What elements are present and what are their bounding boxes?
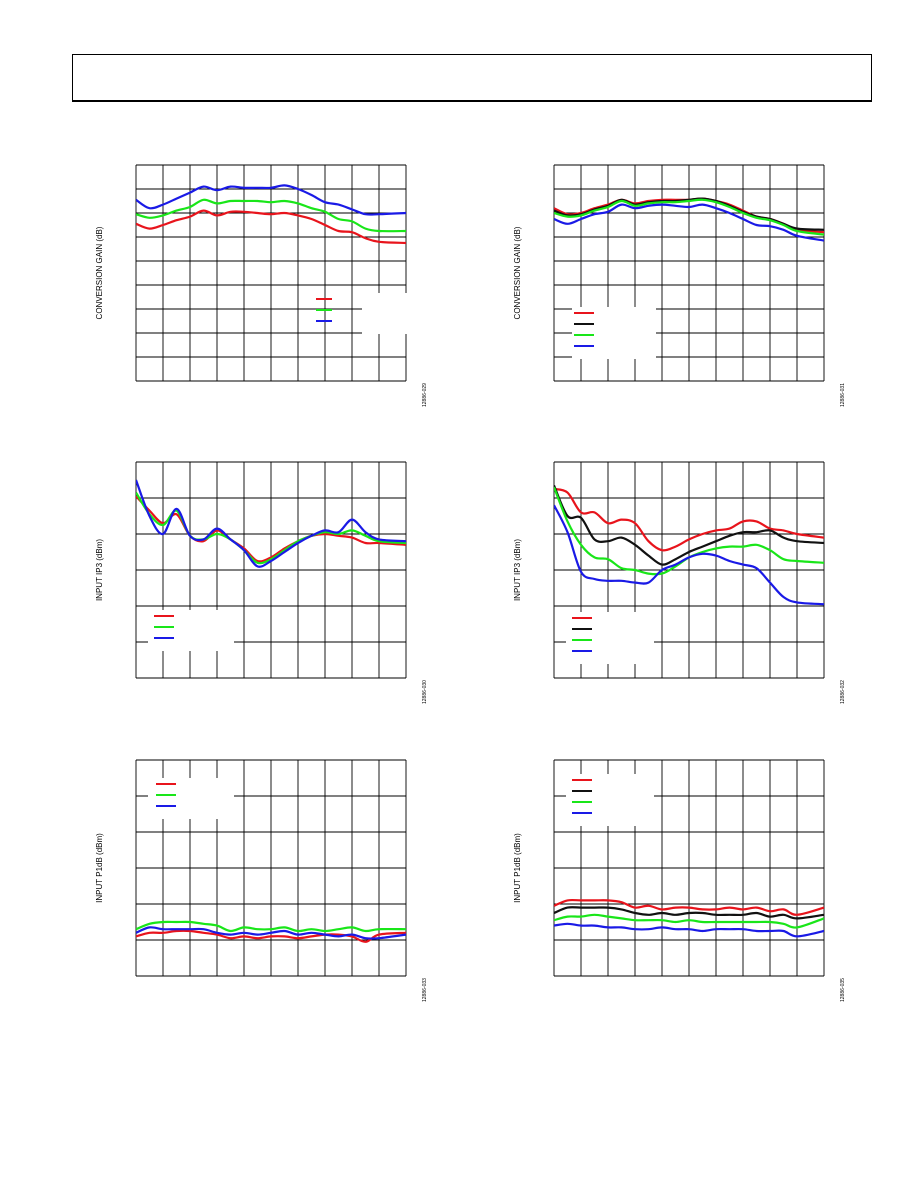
y-axis-label: INPUT P1dB (dBm) (95, 833, 104, 903)
series-line (136, 198, 406, 233)
y-axis-label: INPUT IP3 (dBm) (513, 539, 522, 601)
series-line (554, 487, 824, 552)
chart-panel: INPUT P1dB (dBm) 12886-035 (508, 755, 854, 1011)
chart-svg: INPUT IP3 (dBm) 12886-032 (513, 461, 846, 704)
y-axis-label: CONVERSION GAIN (dB) (513, 226, 522, 319)
series-line (136, 184, 406, 216)
figure-id: 12886-033 (422, 978, 428, 1002)
series-line (136, 209, 406, 245)
legend (316, 293, 444, 334)
series-line (136, 920, 406, 933)
series-line (554, 906, 824, 920)
chart-svg: INPUT IP3 (dBm) 12886-030 (95, 461, 428, 704)
series-line (554, 198, 824, 236)
legend (572, 307, 656, 359)
plot-grid (135, 759, 407, 977)
legend-box (572, 307, 656, 359)
series-line (136, 492, 406, 565)
chart-panel: INPUT P1dB (dBm) 12886-033 (90, 755, 436, 1011)
figure-id: 12886-030 (422, 680, 428, 704)
legend (148, 778, 234, 819)
chart-svg: INPUT P1dB (dBm) 12886-033 (95, 759, 428, 1002)
figure-id: 12886-031 (840, 383, 846, 407)
series-line (554, 203, 824, 242)
figure-id: 12886-032 (840, 680, 846, 704)
series-line (554, 898, 824, 916)
chart-svg: CONVERSION GAIN (dB) 12886-031 (513, 164, 846, 407)
figure-id: 12886-029 (422, 383, 428, 407)
chart-panel: INPUT IP3 (dBm) 12886-030 (90, 457, 436, 713)
chart-panel: INPUT IP3 (dBm) 12886-032 (508, 457, 854, 713)
plot-grid (135, 461, 407, 679)
series-line (554, 922, 824, 938)
chart-panel: CONVERSION GAIN (dB) 12886-031 (508, 160, 854, 416)
y-axis-label: INPUT IP3 (dBm) (95, 539, 104, 601)
legend (566, 612, 654, 664)
series-line (554, 484, 824, 566)
series-line (136, 495, 406, 563)
chart-svg: CONVERSION GAIN (dB) 12886-029 (95, 164, 444, 407)
legend-box (566, 612, 654, 664)
series-line (554, 197, 824, 231)
y-axis-label: CONVERSION GAIN (dB) (95, 226, 104, 319)
legend-box (566, 774, 654, 826)
page-header-box (72, 54, 872, 102)
legend (566, 774, 654, 826)
chart-svg: INPUT P1dB (dBm) 12886-035 (513, 759, 846, 1002)
y-axis-label: INPUT P1dB (dBm) (513, 833, 522, 903)
series-line (554, 504, 824, 606)
series-line (136, 926, 406, 940)
figure-id: 12886-035 (840, 978, 846, 1002)
plot-grid (553, 759, 825, 977)
series-line (136, 479, 406, 568)
series-line (554, 913, 824, 929)
series-line (136, 929, 406, 943)
chart-panel: CONVERSION GAIN (dB) 12886-029 (90, 160, 444, 416)
legend-box (362, 293, 444, 334)
legend (148, 610, 234, 651)
